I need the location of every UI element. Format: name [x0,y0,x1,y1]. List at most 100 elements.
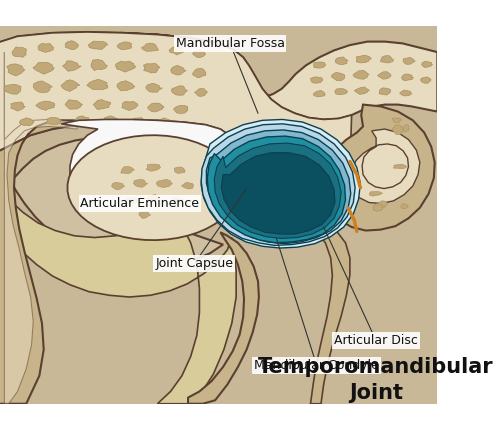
Polygon shape [222,152,335,234]
Polygon shape [171,197,183,205]
Text: Articular Eminence: Articular Eminence [80,197,200,210]
Polygon shape [214,143,341,238]
Polygon shape [392,118,401,123]
Polygon shape [252,158,264,165]
Polygon shape [354,87,370,94]
Polygon shape [393,164,407,169]
Polygon shape [0,65,223,404]
Polygon shape [156,179,172,187]
Polygon shape [313,90,326,97]
Polygon shape [88,41,108,49]
Polygon shape [134,179,147,187]
Polygon shape [270,186,281,193]
Polygon shape [370,191,383,196]
Polygon shape [6,64,25,76]
Polygon shape [331,73,345,81]
Polygon shape [144,64,160,73]
Polygon shape [201,120,360,248]
Polygon shape [61,80,80,92]
Polygon shape [20,118,34,126]
Polygon shape [174,105,188,113]
Polygon shape [271,154,285,161]
Polygon shape [300,171,312,178]
Text: Temporomandibular
Joint: Temporomandibular Joint [258,357,494,403]
Polygon shape [380,56,394,63]
Polygon shape [294,159,304,164]
Polygon shape [353,70,369,79]
Polygon shape [158,118,172,127]
Polygon shape [0,43,96,404]
Polygon shape [142,43,158,51]
Polygon shape [0,32,352,176]
Polygon shape [104,116,118,125]
Polygon shape [146,83,162,92]
Polygon shape [116,61,136,72]
Polygon shape [192,50,206,58]
Polygon shape [174,167,185,173]
Polygon shape [147,194,161,202]
Polygon shape [126,197,138,204]
Polygon shape [262,169,272,176]
Polygon shape [169,47,184,55]
Polygon shape [86,79,108,90]
Polygon shape [148,103,164,112]
Polygon shape [61,120,240,222]
Polygon shape [282,200,294,207]
Polygon shape [93,100,110,109]
Polygon shape [401,203,408,209]
Polygon shape [172,86,188,95]
Polygon shape [240,173,253,180]
Polygon shape [0,176,236,404]
Polygon shape [334,89,347,95]
Polygon shape [314,62,326,68]
Polygon shape [121,167,134,174]
Polygon shape [62,61,82,71]
Polygon shape [392,125,404,135]
Polygon shape [261,202,272,209]
Polygon shape [33,62,54,74]
Polygon shape [146,164,160,172]
Polygon shape [74,116,89,124]
Polygon shape [12,47,26,57]
Polygon shape [68,135,239,240]
Polygon shape [310,232,350,404]
Polygon shape [335,57,348,64]
Polygon shape [193,68,206,78]
Polygon shape [38,43,54,52]
Polygon shape [290,187,301,194]
Polygon shape [112,182,125,190]
Polygon shape [4,52,77,404]
Polygon shape [4,84,21,94]
Polygon shape [91,60,108,70]
Polygon shape [403,125,409,132]
Polygon shape [400,90,412,96]
Polygon shape [356,55,372,63]
Polygon shape [46,118,62,124]
Polygon shape [36,101,55,110]
Polygon shape [171,66,186,75]
Polygon shape [182,182,194,189]
Polygon shape [377,201,388,208]
Polygon shape [379,88,391,95]
Polygon shape [206,130,350,244]
Polygon shape [117,81,135,91]
Polygon shape [281,168,293,175]
Text: Articular Disc: Articular Disc [324,227,418,347]
Polygon shape [117,42,132,50]
Polygon shape [378,72,391,79]
Polygon shape [250,189,262,194]
Polygon shape [350,129,420,203]
Polygon shape [208,136,346,243]
Polygon shape [194,89,207,96]
Polygon shape [65,100,82,109]
Polygon shape [310,77,323,83]
Polygon shape [201,124,355,245]
Polygon shape [403,57,415,64]
Polygon shape [402,74,413,81]
Polygon shape [219,131,338,232]
Polygon shape [65,41,78,50]
Polygon shape [420,77,431,83]
Polygon shape [0,32,438,120]
Polygon shape [130,118,146,125]
Text: Mandibular Fossa: Mandibular Fossa [176,37,284,113]
